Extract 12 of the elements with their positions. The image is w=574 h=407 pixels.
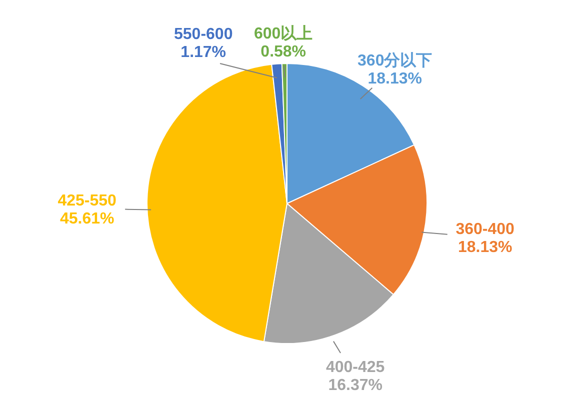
data-label: 18.13% xyxy=(368,70,422,88)
slice-label: 600以上 xyxy=(254,24,313,43)
slice-label: 400-425 xyxy=(326,359,385,376)
data-label: 0.58% xyxy=(260,44,306,61)
slice-label: 550-600 xyxy=(174,26,233,43)
data-label: 45.61% xyxy=(60,210,114,228)
data-label: 16.37% xyxy=(328,377,382,394)
data-label: 1.17% xyxy=(180,44,226,61)
slice-label: 360分以下 xyxy=(358,52,432,70)
slice-label: 360-400 xyxy=(456,221,515,238)
slice-label: 425-550 xyxy=(58,192,117,210)
data-label: 18.13% xyxy=(458,239,512,256)
